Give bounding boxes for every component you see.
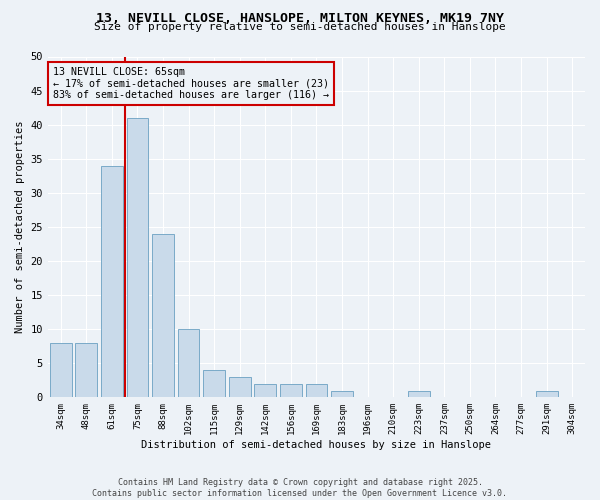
Bar xyxy=(101,166,123,398)
X-axis label: Distribution of semi-detached houses by size in Hanslope: Distribution of semi-detached houses by … xyxy=(142,440,491,450)
Bar xyxy=(408,390,430,398)
Bar xyxy=(178,329,199,398)
Bar xyxy=(76,343,97,398)
Bar xyxy=(229,377,251,398)
Bar xyxy=(203,370,225,398)
Bar xyxy=(280,384,302,398)
Bar xyxy=(305,384,328,398)
Y-axis label: Number of semi-detached properties: Number of semi-detached properties xyxy=(15,120,25,333)
Text: 13 NEVILL CLOSE: 65sqm
← 17% of semi-detached houses are smaller (23)
83% of sem: 13 NEVILL CLOSE: 65sqm ← 17% of semi-det… xyxy=(53,66,329,100)
Bar xyxy=(254,384,276,398)
Bar xyxy=(152,234,174,398)
Bar xyxy=(50,343,71,398)
Text: Size of property relative to semi-detached houses in Hanslope: Size of property relative to semi-detach… xyxy=(94,22,506,32)
Text: 13, NEVILL CLOSE, HANSLOPE, MILTON KEYNES, MK19 7NY: 13, NEVILL CLOSE, HANSLOPE, MILTON KEYNE… xyxy=(96,12,504,26)
Bar xyxy=(127,118,148,398)
Text: Contains HM Land Registry data © Crown copyright and database right 2025.
Contai: Contains HM Land Registry data © Crown c… xyxy=(92,478,508,498)
Bar xyxy=(331,390,353,398)
Bar xyxy=(536,390,557,398)
